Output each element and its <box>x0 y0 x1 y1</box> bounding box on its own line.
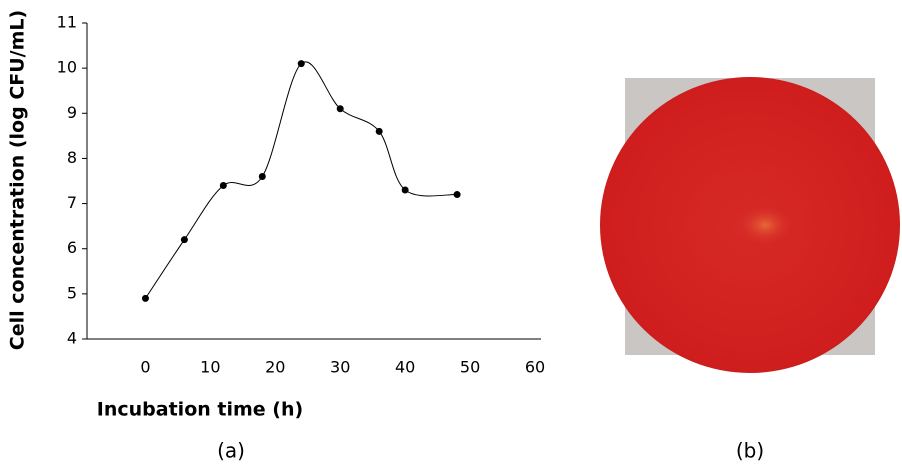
y-axis-title: Cell concentration (log CFU/mL) <box>7 10 29 350</box>
y-tick-label: 7 <box>67 193 77 212</box>
data-point <box>453 191 461 199</box>
y-tick-label: 11 <box>57 13 77 32</box>
data-point <box>297 60 305 68</box>
inhibition-zone <box>737 205 793 245</box>
y-tick-label: 6 <box>67 238 77 257</box>
data-point <box>258 172 266 180</box>
data-point <box>375 127 383 135</box>
data-point <box>219 182 227 190</box>
x-tick-label: 30 <box>330 358 350 377</box>
y-tick-label: 9 <box>67 103 77 122</box>
x-tick-label: 20 <box>265 358 285 377</box>
data-point <box>180 236 188 244</box>
x-tick-label: 40 <box>395 358 415 377</box>
data-point <box>336 105 344 113</box>
panel-label: (a) <box>217 439 245 463</box>
x-tick-label: 50 <box>460 358 480 377</box>
photo <box>600 77 900 373</box>
series-line <box>145 61 458 299</box>
x-tick-label: 0 <box>140 358 150 377</box>
data-point <box>141 294 149 302</box>
data-point <box>401 186 409 194</box>
panel-label: (b) <box>736 439 764 463</box>
y-tick-label: 10 <box>57 58 77 77</box>
y-tick-label: 5 <box>67 283 77 302</box>
x-axis-title: Incubation time (h) <box>97 399 303 421</box>
y-tick-label: 4 <box>67 329 77 348</box>
y-tick-label: 8 <box>67 148 77 167</box>
x-tick-label: 10 <box>200 358 220 377</box>
x-tick-label: 60 <box>525 358 545 377</box>
